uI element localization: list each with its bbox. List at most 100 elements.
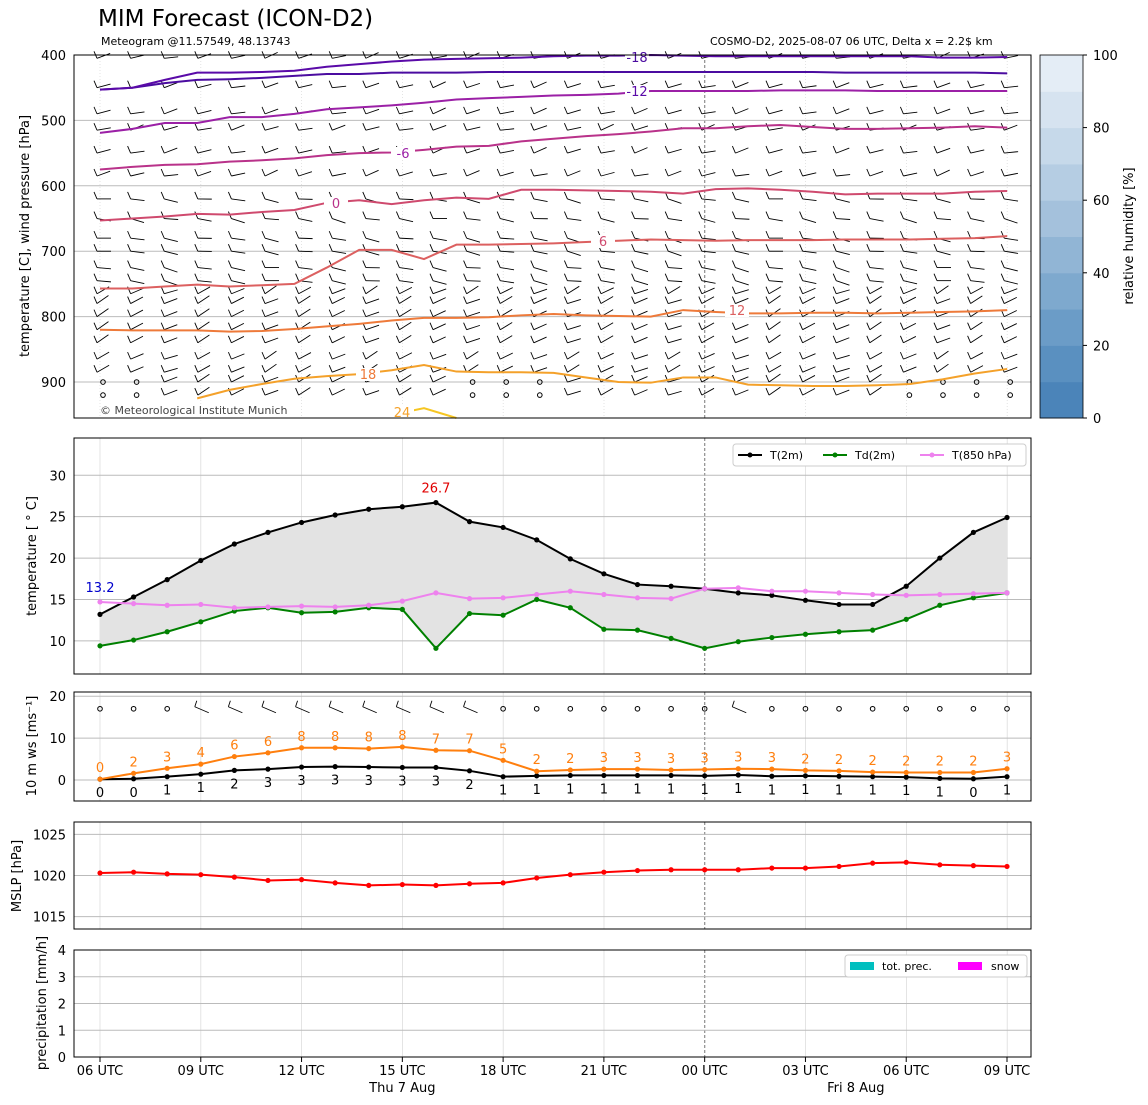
wind-barb-flag <box>194 286 199 294</box>
wind-barb <box>231 54 246 59</box>
wind-barb <box>164 389 178 396</box>
wind-point <box>231 767 237 773</box>
wind-barb-flag <box>899 286 904 294</box>
wind-barb-flag <box>664 230 669 239</box>
wind-barb-flag <box>563 296 568 304</box>
wind-barb <box>432 375 446 383</box>
wind-barb <box>768 286 782 295</box>
wind-barb-flag <box>664 286 669 294</box>
wind-barb-flag <box>765 211 770 219</box>
wind-barb-flag <box>261 230 266 239</box>
wind-barb-flag <box>496 309 501 317</box>
temp-point <box>130 601 137 607</box>
wind-barb <box>197 308 210 317</box>
wind-barb-flag <box>832 351 837 360</box>
colorbar-tick-label: 20 <box>1093 339 1110 354</box>
wind-barb <box>802 366 816 373</box>
wind-barb-flag <box>933 351 938 360</box>
panel-frame <box>73 437 1032 675</box>
wind-barb <box>231 85 246 89</box>
wind-barb-flag <box>395 244 400 252</box>
isotherm-label: -6 <box>397 147 410 162</box>
mslp-point <box>601 869 607 875</box>
wind-point <box>903 774 909 780</box>
precip-legend-box <box>844 954 1028 978</box>
mslp-point <box>937 862 943 868</box>
wind-barb-flag <box>395 168 400 177</box>
wind-barb <box>463 706 478 714</box>
wind-barb-flag <box>261 191 266 200</box>
wind-barb <box>164 250 178 256</box>
temp-point <box>500 595 506 601</box>
wind-barb <box>197 218 212 222</box>
wind-barb <box>164 376 178 383</box>
wind-barb-flag <box>664 351 669 360</box>
wind-barb-flag <box>194 273 199 281</box>
wind-barb-flag <box>295 211 300 219</box>
wind-barb-flag <box>698 244 703 252</box>
wind-barb-flag <box>261 296 266 304</box>
speed-label: 1 <box>600 782 608 797</box>
wind-barb <box>1004 288 1018 295</box>
wind-barb <box>1004 250 1019 254</box>
gust-label: 8 <box>398 729 406 744</box>
wind-point <box>366 745 372 752</box>
wind-barb <box>197 321 210 331</box>
wind-barb <box>197 280 212 283</box>
wind-point <box>433 747 439 753</box>
wind-barb-flag <box>698 335 703 343</box>
wind-barb <box>970 280 985 283</box>
wind-barb <box>264 108 279 115</box>
wind-barb-flag <box>933 230 938 239</box>
wind-barb-flag <box>261 286 266 294</box>
wind-barb-flag <box>866 296 871 304</box>
isotherm-label-bg <box>391 147 415 160</box>
wind-barb-flag <box>597 191 602 200</box>
calm-wind-circle <box>970 705 977 712</box>
speed-label: 2 <box>465 778 473 793</box>
temp-point <box>265 529 271 536</box>
wind-barb-flag <box>496 273 501 281</box>
temp-point <box>601 626 607 632</box>
isotherm-label: -12 <box>626 85 647 100</box>
colorbar-band <box>1040 381 1083 419</box>
wind-barb <box>567 299 581 304</box>
calm-wind-circle <box>537 392 543 398</box>
wind-barb <box>970 171 985 177</box>
precip-tick-label: 4 <box>58 944 66 959</box>
wind-barb <box>96 170 111 177</box>
speed-label: 3 <box>264 776 272 791</box>
wind-barb-flag <box>93 273 98 281</box>
wind-barb <box>836 298 850 304</box>
wind-point <box>970 776 977 782</box>
wind-barb-flag <box>832 80 837 88</box>
wind-barb-flag <box>899 230 904 239</box>
wind-barb-flag <box>698 230 703 239</box>
copyright-text: © Meteorological Institute Munich <box>100 404 287 417</box>
wind-barb <box>365 311 380 318</box>
gust-label: 2 <box>835 753 843 768</box>
wind-barb-flag <box>127 296 132 304</box>
wind-barb <box>365 126 380 131</box>
wind-barb <box>802 388 816 396</box>
wind-barb-flag <box>933 296 938 304</box>
wind-barb <box>164 354 178 360</box>
wind-barb-flag <box>731 700 735 707</box>
wind-barb <box>836 280 850 286</box>
wind-barb-flag <box>832 296 837 304</box>
wind-barb-flag <box>328 106 333 115</box>
wind-barb <box>936 285 949 295</box>
calm-wind-circle <box>133 379 140 385</box>
wind-barb <box>836 250 850 256</box>
wind-barb-flag <box>698 168 703 177</box>
wind-barb <box>332 310 345 318</box>
temp-point <box>970 529 977 536</box>
wind-point <box>1004 766 1010 772</box>
temp-point <box>298 519 305 526</box>
calm-wind-circle <box>701 705 708 712</box>
calm-wind-circle <box>668 705 674 712</box>
speed-label: 3 <box>331 774 339 789</box>
wind-barb-flag <box>429 230 434 239</box>
calm-wind-circle <box>537 379 543 385</box>
wind-barb <box>567 280 582 282</box>
